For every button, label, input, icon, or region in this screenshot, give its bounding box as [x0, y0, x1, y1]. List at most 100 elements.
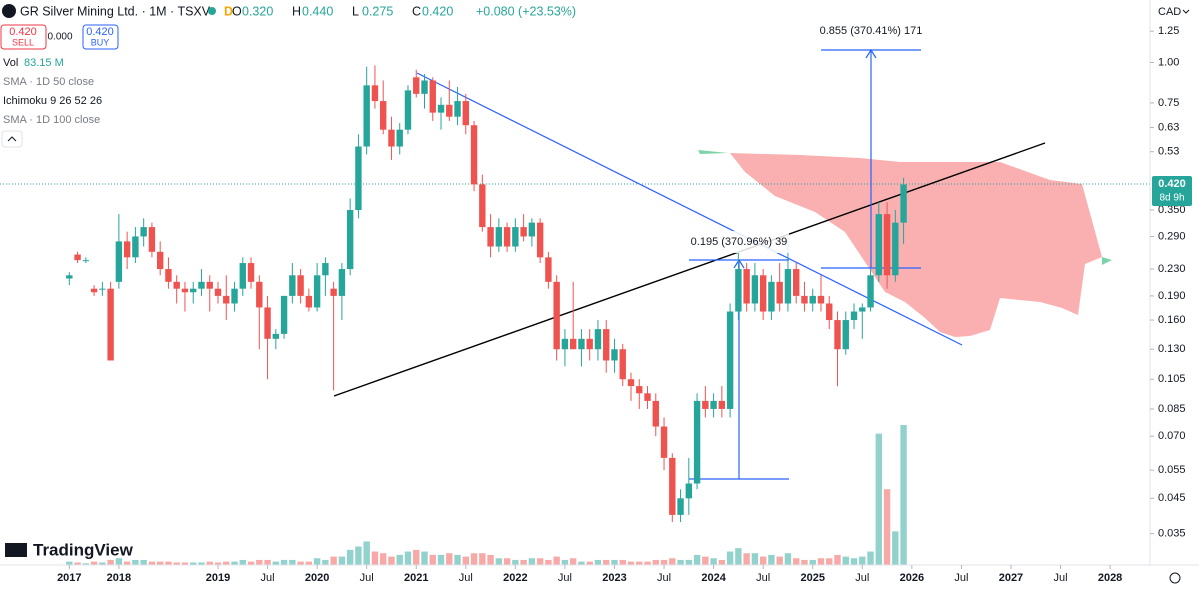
candle-body [520, 227, 527, 237]
volume-bar [231, 561, 238, 565]
volume-bar [784, 553, 792, 565]
y-axis-bg [1150, 0, 1199, 590]
candle-body [190, 288, 197, 293]
candle-body [768, 281, 775, 312]
x-tick-label: 2021 [404, 572, 428, 584]
label-bg [821, 20, 921, 44]
volume-bar [190, 562, 197, 565]
candle-body [404, 90, 412, 130]
candle-body [346, 210, 354, 270]
y-tick-label: 0.105 [1158, 373, 1186, 385]
ohlc-key: H [292, 4, 301, 18]
last-price: 0.420 [1158, 178, 1186, 190]
candle-body [553, 281, 560, 350]
volume-bar [429, 554, 436, 565]
volume-bar [850, 558, 858, 565]
candle-body [900, 184, 907, 223]
x-tick-label: 2020 [305, 572, 329, 584]
candles [66, 65, 907, 523]
collapse-button[interactable] [1, 130, 23, 148]
y-tick-label: 0.63 [1158, 121, 1179, 133]
y-tick-label: 1.25 [1158, 25, 1179, 37]
candle-body [132, 236, 139, 258]
volume-bar [768, 554, 775, 565]
candle-body [454, 101, 461, 117]
volume-bar [883, 489, 891, 565]
volume-bar [280, 559, 288, 565]
status-dot [208, 7, 216, 15]
volume-bar [322, 559, 329, 565]
candle-body [487, 227, 494, 247]
candle-body [627, 379, 635, 387]
candle-body [561, 338, 569, 350]
volume-bar [264, 559, 271, 565]
ohlc-key: C [412, 4, 421, 18]
volume-bar [859, 556, 866, 565]
volume-bar [553, 556, 560, 565]
volume-bar [132, 559, 139, 565]
sell-price: 0.420 [9, 26, 37, 38]
settings-icon[interactable] [1169, 572, 1181, 584]
candle-body [289, 275, 296, 296]
candle-body [503, 227, 511, 247]
volume-bar [726, 551, 734, 565]
volume-bar [900, 425, 907, 565]
candle-body [239, 263, 246, 289]
x-tick-label: Jul [360, 572, 374, 584]
candle-body [82, 260, 90, 262]
candle-body [198, 281, 205, 289]
ohlc-value: 0.275 [362, 4, 393, 18]
candle-body [429, 80, 436, 113]
volume-bar [181, 562, 189, 565]
candle-body [115, 241, 123, 282]
buy-button[interactable] [82, 24, 119, 50]
volume-bar [90, 561, 98, 565]
volume-bar [702, 556, 709, 565]
volume-bar [239, 559, 246, 565]
candle-body [883, 214, 891, 276]
indicator: SMA · 1D 50 close [3, 76, 94, 88]
volume-bar [710, 558, 717, 565]
x-tick-label: Jul [558, 572, 572, 584]
candle-body [842, 320, 849, 350]
volume-bar [214, 562, 222, 565]
candle-body [66, 275, 73, 279]
spread: 0.000 [47, 32, 72, 43]
volume-bar [247, 561, 255, 565]
sell-button[interactable] [0, 24, 47, 50]
y-tick-label: 0.53 [1158, 146, 1179, 158]
x-tick-label: 2025 [800, 572, 824, 584]
x-tick-label: 2027 [999, 572, 1023, 584]
volume-bar [503, 558, 511, 565]
y-tick-label: 0.055 [1158, 464, 1186, 476]
volume-bar [594, 559, 602, 565]
y-tick-label: 0.350 [1158, 204, 1186, 216]
candle-body [74, 254, 81, 261]
volume-bar [677, 559, 684, 565]
x-tick-label: Jul [954, 572, 968, 584]
candle-body [206, 281, 213, 289]
volume-bar [355, 546, 362, 565]
chevron[interactable] [1182, 9, 1190, 14]
candle-body [793, 269, 800, 296]
candle-body [875, 214, 882, 276]
x-tick-label: 2023 [602, 572, 626, 584]
ohlc-key: O [232, 4, 242, 18]
buy-label: BUY [91, 37, 110, 47]
ohlc-key: L [352, 4, 359, 18]
candle-body [322, 263, 329, 276]
x-axis: 2017 2018 2019 Jul 2020 Jul 2021 Jul 2022 Jul 2023… [57, 565, 1122, 584]
candle-body [801, 295, 808, 304]
volume-bar [165, 561, 172, 565]
x-tick-label: Jul [261, 572, 275, 584]
candle-body [214, 288, 222, 296]
volume-bar [470, 553, 478, 565]
candle-body [355, 146, 362, 211]
y-tick-label: 0.070 [1158, 430, 1186, 442]
volume-bar [206, 561, 213, 565]
candle-body [536, 222, 544, 258]
sell-label: SELL [12, 37, 34, 47]
symbol-logo [2, 4, 16, 18]
volume-bar [297, 561, 304, 565]
candle-body [421, 80, 428, 94]
